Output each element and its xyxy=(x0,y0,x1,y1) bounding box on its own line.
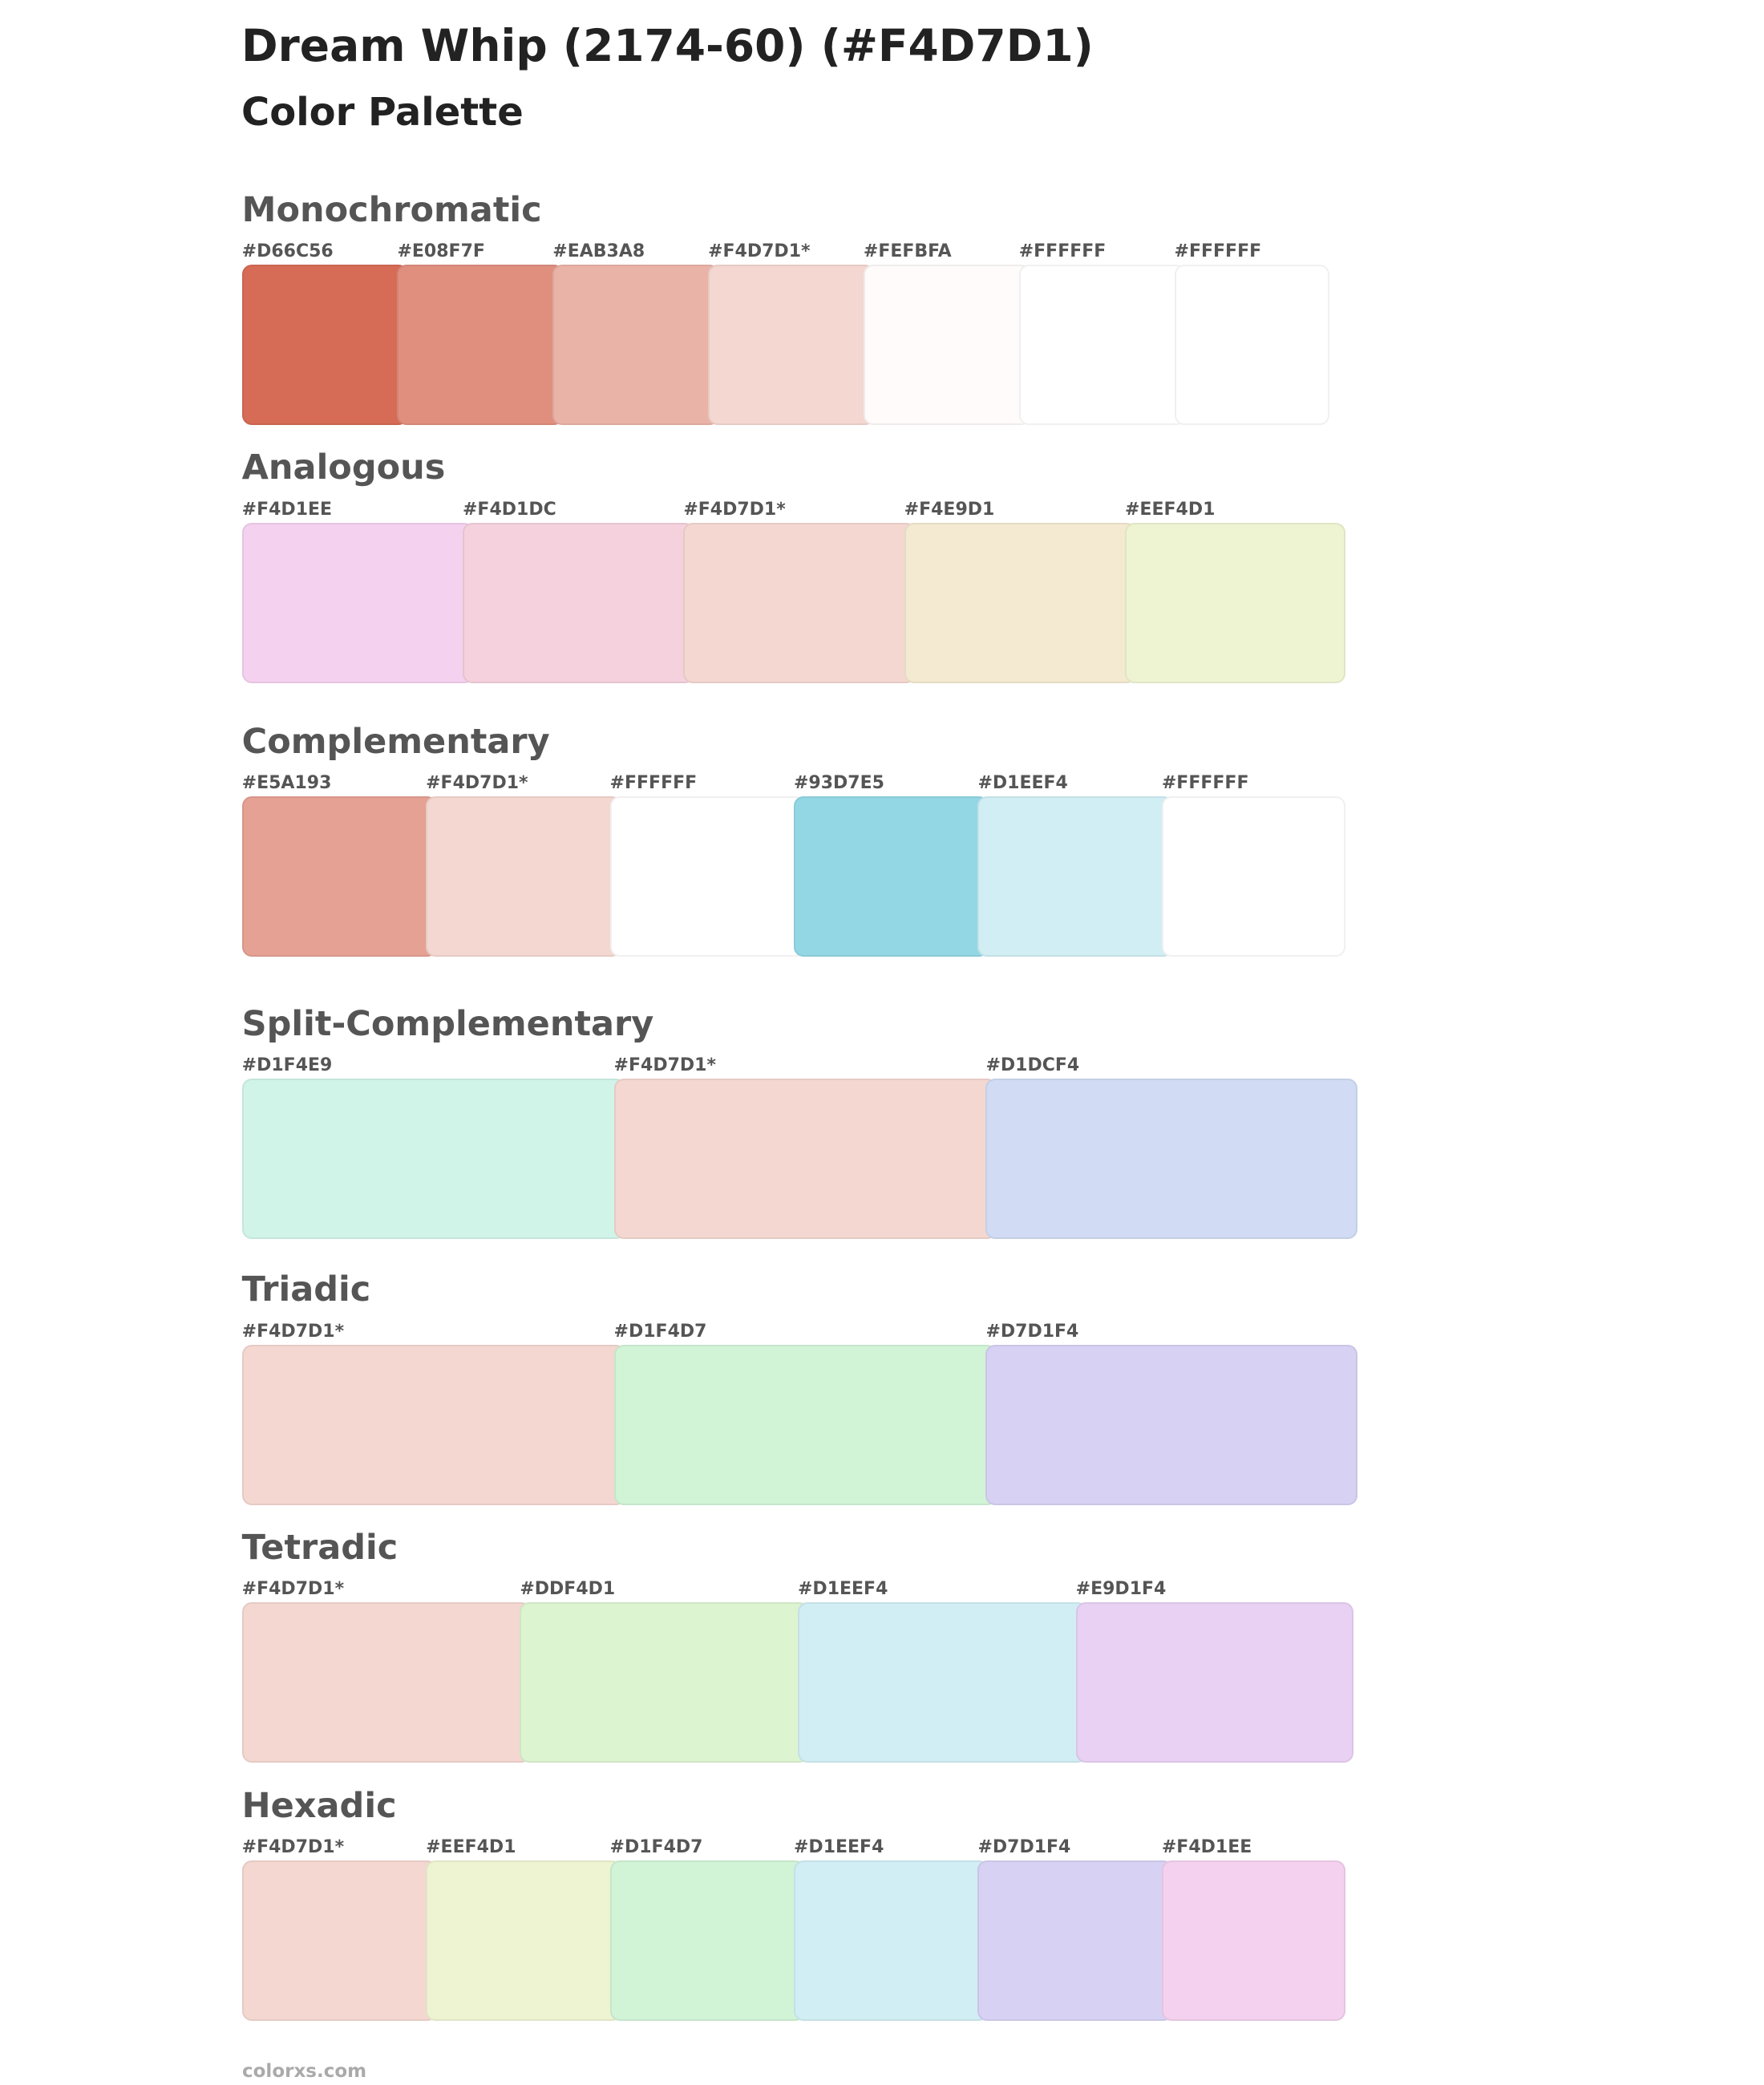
color-swatch[interactable] xyxy=(241,1602,532,1763)
hex-label: #F4E9D1 xyxy=(904,499,995,520)
title: Dream Whip (2174-60) (#F4D7D1) xyxy=(241,20,1094,71)
hex-label: #D7D1F4 xyxy=(977,1837,1071,1857)
color-swatch[interactable] xyxy=(397,265,564,425)
hex-label: #D1F4D7 xyxy=(609,1837,703,1857)
section-heading: Monochromatic xyxy=(241,189,542,230)
hex-label: #93D7E5 xyxy=(794,773,884,794)
hex-label: #D1DCF4 xyxy=(985,1055,1080,1075)
hex-label: #F4D1EE xyxy=(241,499,333,520)
hex-label: #EEF4D1 xyxy=(1125,499,1216,520)
color-swatch[interactable] xyxy=(863,265,1030,425)
hex-label: #D66C56 xyxy=(241,241,334,261)
section-heading: Tetradic xyxy=(241,1528,399,1568)
color-swatch[interactable] xyxy=(1125,522,1346,683)
footer-link[interactable]: colorxs.com xyxy=(242,2061,367,2082)
color-swatch[interactable] xyxy=(683,522,916,683)
color-swatch[interactable] xyxy=(609,796,805,957)
hex-label: #E5A193 xyxy=(241,773,332,794)
color-swatch[interactable] xyxy=(609,1860,805,2021)
color-swatch[interactable] xyxy=(1018,265,1186,425)
hex-label: #D1EEF4 xyxy=(798,1579,888,1600)
subtitle: Color Palette xyxy=(241,90,524,135)
color-swatch[interactable] xyxy=(904,522,1136,683)
color-swatch[interactable] xyxy=(977,796,1173,957)
color-swatch[interactable] xyxy=(241,796,438,957)
hex-label: #E9D1F4 xyxy=(1075,1579,1167,1600)
hex-label: #D1EEF4 xyxy=(794,1837,884,1857)
hex-label: #D1F4E9 xyxy=(241,1055,333,1075)
color-swatch[interactable] xyxy=(977,1860,1173,2021)
color-swatch[interactable] xyxy=(241,1860,438,2021)
hex-label: #F4D1DC xyxy=(463,499,556,520)
color-swatch[interactable] xyxy=(613,1079,997,1239)
color-swatch[interactable] xyxy=(552,265,720,425)
color-swatch[interactable] xyxy=(985,1344,1358,1505)
color-swatch[interactable] xyxy=(1161,1860,1346,2021)
hex-label: #F4D7D1* xyxy=(241,1321,345,1342)
hex-label: #D1F4D7 xyxy=(613,1321,707,1342)
section-heading: Split-Complementary xyxy=(241,1003,654,1044)
hex-label: #DDF4D1 xyxy=(520,1579,616,1600)
section-heading: Analogous xyxy=(241,447,446,488)
hex-label: #D1EEF4 xyxy=(977,773,1068,794)
hex-label: #FFFFFF xyxy=(1174,241,1262,261)
color-swatch[interactable] xyxy=(241,522,474,683)
color-swatch[interactable] xyxy=(241,1344,625,1505)
color-swatch[interactable] xyxy=(985,1079,1358,1239)
color-swatch[interactable] xyxy=(1174,265,1330,425)
color-swatch[interactable] xyxy=(520,1602,809,1763)
color-swatch[interactable] xyxy=(708,265,875,425)
hex-label: #F4D7D1* xyxy=(708,241,811,261)
color-swatch[interactable] xyxy=(613,1344,997,1505)
hex-label: #F4D7D1* xyxy=(241,1837,345,1857)
color-swatch[interactable] xyxy=(1075,1602,1354,1763)
hex-label: #F4D1EE xyxy=(1161,1837,1252,1857)
hex-label: #F4D7D1* xyxy=(683,499,786,520)
section-heading: Triadic xyxy=(241,1269,371,1310)
color-swatch[interactable] xyxy=(463,522,695,683)
color-swatch[interactable] xyxy=(426,796,621,957)
color-swatch[interactable] xyxy=(1161,796,1346,957)
hex-label: #D7D1F4 xyxy=(985,1321,1079,1342)
color-swatch[interactable] xyxy=(798,1602,1087,1763)
hex-label: #E08F7F xyxy=(397,241,485,261)
hex-label: #F4D7D1* xyxy=(241,1579,345,1600)
color-swatch[interactable] xyxy=(794,796,989,957)
hex-label: #F4D7D1* xyxy=(613,1055,716,1075)
hex-label: #EEF4D1 xyxy=(426,1837,516,1857)
color-swatch[interactable] xyxy=(794,1860,989,2021)
section-heading: Hexadic xyxy=(241,1785,397,1826)
hex-label: #EAB3A8 xyxy=(552,241,645,261)
hex-label: #FFFFFF xyxy=(1161,773,1249,794)
color-swatch[interactable] xyxy=(241,1079,625,1239)
hex-label: #FFFFFF xyxy=(609,773,698,794)
hex-label: #FEFBFA xyxy=(863,241,952,261)
hex-label: #F4D7D1* xyxy=(426,773,528,794)
section-heading: Complementary xyxy=(241,722,550,762)
color-swatch[interactable] xyxy=(241,265,409,425)
hex-label: #FFFFFF xyxy=(1018,241,1107,261)
color-swatch[interactable] xyxy=(426,1860,621,2021)
